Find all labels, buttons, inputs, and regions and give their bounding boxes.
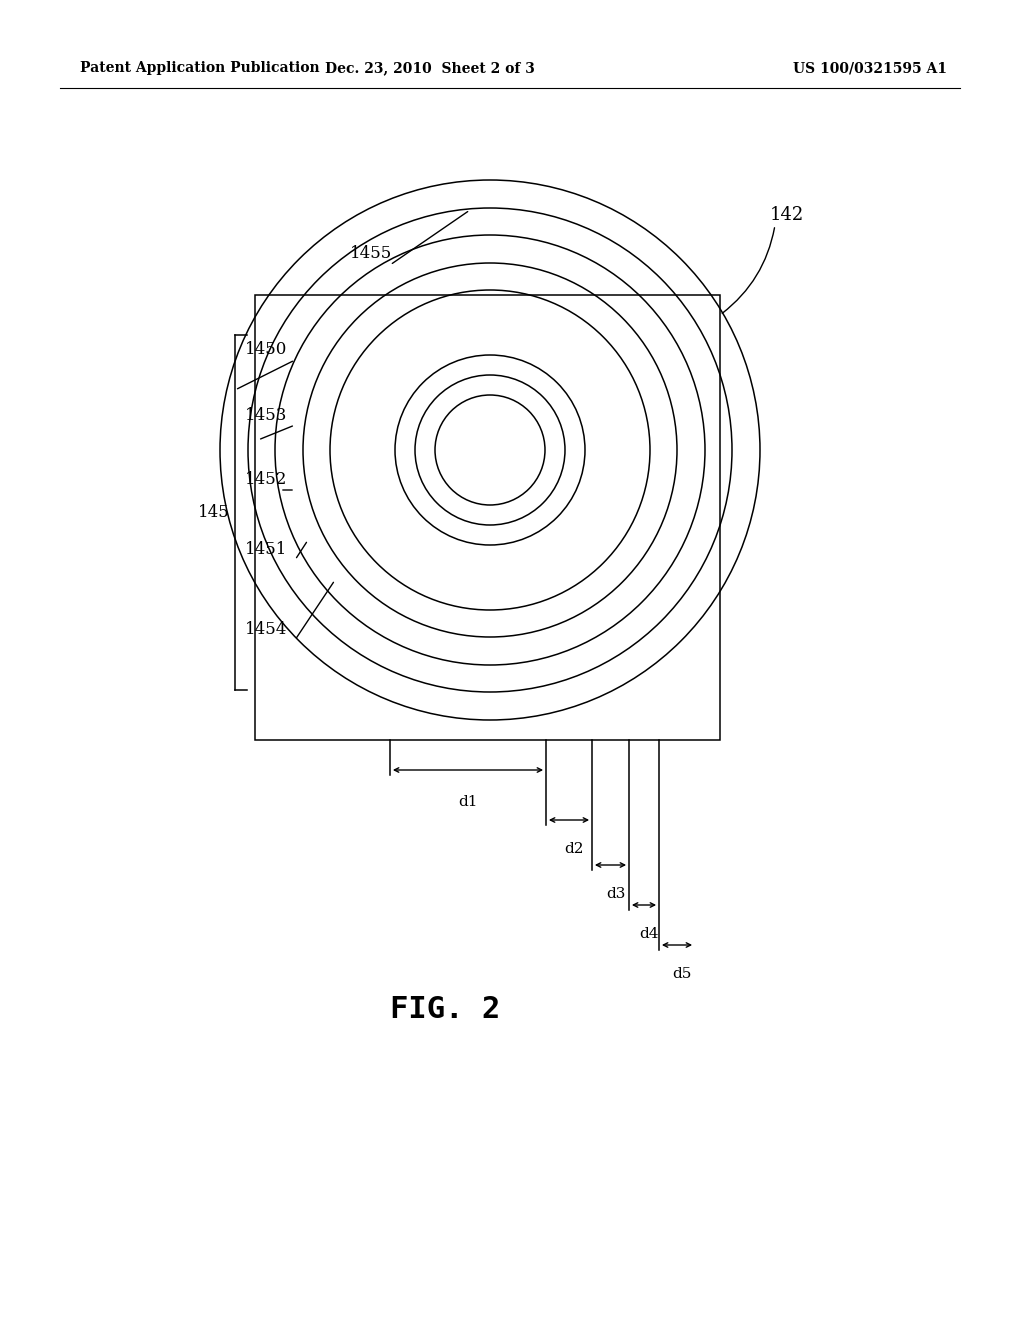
Text: 1454: 1454 <box>245 622 288 639</box>
Text: d2: d2 <box>564 842 584 855</box>
Text: 145: 145 <box>199 504 230 521</box>
Text: FIG. 2: FIG. 2 <box>390 995 500 1024</box>
Text: 1450: 1450 <box>245 342 288 359</box>
Text: d5: d5 <box>673 968 691 981</box>
Text: US 100/0321595 A1: US 100/0321595 A1 <box>793 61 947 75</box>
Text: d3: d3 <box>606 887 626 902</box>
Text: 1452: 1452 <box>245 471 288 488</box>
Bar <box>255 294 720 741</box>
Text: 1455: 1455 <box>350 244 392 261</box>
Text: Patent Application Publication: Patent Application Publication <box>80 61 319 75</box>
Text: d1: d1 <box>459 795 478 809</box>
Text: 142: 142 <box>770 206 804 224</box>
Text: Dec. 23, 2010  Sheet 2 of 3: Dec. 23, 2010 Sheet 2 of 3 <box>325 61 535 75</box>
Text: 1453: 1453 <box>245 407 288 424</box>
Text: 1451: 1451 <box>245 541 288 558</box>
Text: d4: d4 <box>639 927 658 941</box>
